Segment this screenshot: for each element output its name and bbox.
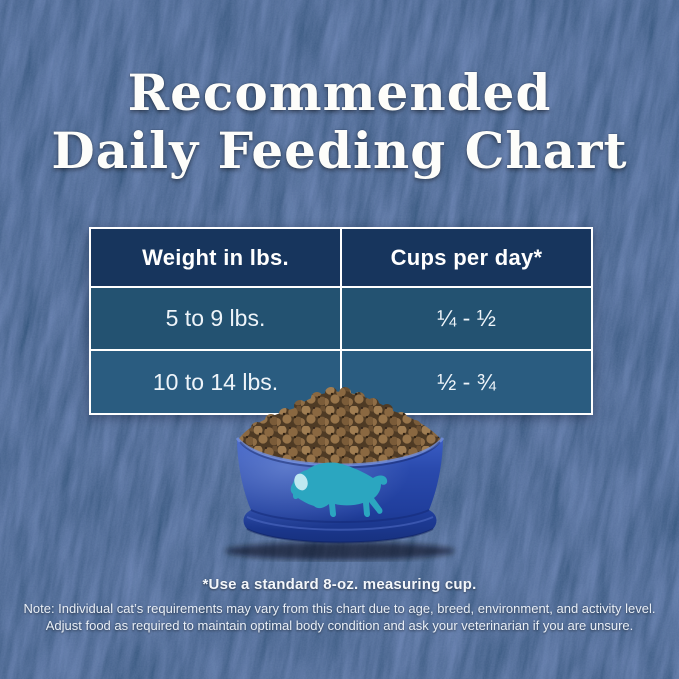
- note-line-1: Note: Individual cat’s requirements may …: [23, 601, 656, 616]
- cell-cups-row1: ¼ - ½: [342, 288, 591, 349]
- cell-cups-row2: ½ - ¾: [342, 351, 591, 413]
- cell-weight-row1: 5 to 9 lbs.: [91, 288, 340, 349]
- title-line-1: Recommended: [127, 63, 552, 122]
- col-header-cups: Cups per day*: [342, 229, 591, 286]
- feeding-note: Note: Individual cat’s requirements may …: [0, 601, 679, 634]
- col-header-weight: Weight in lbs.: [91, 229, 340, 286]
- feeding-table: Weight in lbs. Cups per day* 5 to 9 lbs.…: [89, 227, 593, 415]
- food-bowl-illustration: [225, 387, 455, 560]
- measuring-cup-footnote: *Use a standard 8-oz. measuring cup.: [202, 576, 477, 593]
- page-title: Recommended Daily Feeding Chart: [0, 64, 679, 180]
- bowl-shadow: [225, 542, 455, 560]
- kibble-pile: [237, 387, 443, 472]
- title-line-2: Daily Feeding Chart: [51, 121, 628, 180]
- note-line-2: Adjust food as required to maintain opti…: [45, 617, 634, 633]
- buffalo-logo-icon: [290, 462, 388, 517]
